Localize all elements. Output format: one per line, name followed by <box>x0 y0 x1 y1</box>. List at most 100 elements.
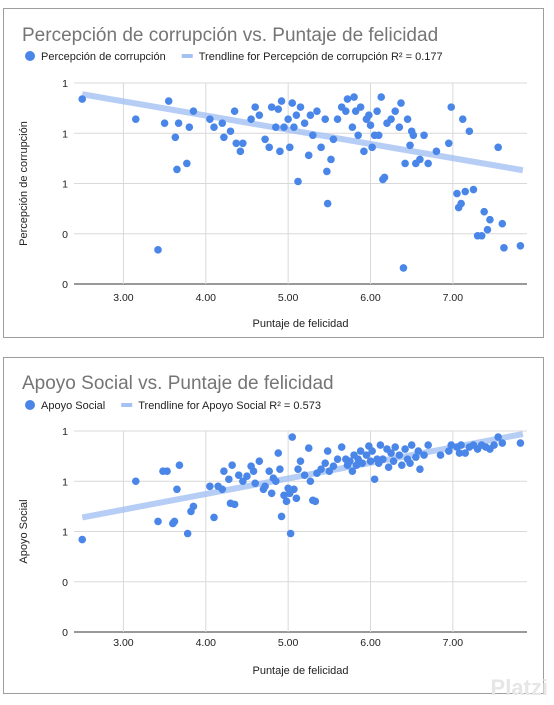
legend-marker-points <box>25 51 35 61</box>
x-tick-label: 4.00 <box>196 292 217 304</box>
data-point <box>183 529 192 538</box>
data-point <box>399 264 408 272</box>
data-point <box>348 467 357 475</box>
data-point <box>391 443 400 451</box>
data-point <box>403 115 412 123</box>
data-point <box>407 441 416 449</box>
data-point <box>290 485 298 494</box>
data-point <box>286 529 295 538</box>
data-point <box>239 139 247 148</box>
data-point <box>274 449 283 457</box>
data-point <box>232 139 241 148</box>
data-point <box>365 111 373 119</box>
x-axis-title: Puntaje de felicidad <box>252 318 348 330</box>
data-point <box>294 177 302 186</box>
data-point <box>296 457 305 465</box>
data-point <box>356 103 365 111</box>
y-tick-label: 1 <box>62 78 68 90</box>
data-point <box>206 482 214 491</box>
data-point <box>374 131 383 140</box>
data-point <box>304 151 313 160</box>
data-point <box>346 457 354 465</box>
data-point <box>350 93 358 101</box>
x-tick-label: 5.00 <box>278 292 299 304</box>
data-point <box>376 441 385 449</box>
data-point <box>290 123 298 132</box>
data-point <box>416 465 424 473</box>
data-point <box>189 502 198 511</box>
data-point <box>384 463 393 471</box>
data-point <box>174 119 183 127</box>
data-point <box>366 121 375 130</box>
y-tick-label: 1 <box>62 128 68 140</box>
data-point <box>447 441 456 449</box>
data-point <box>387 115 395 123</box>
data-point <box>306 111 315 119</box>
data-point <box>230 500 239 509</box>
data-point <box>461 449 470 457</box>
data-point <box>397 99 405 107</box>
data-point <box>337 443 346 451</box>
data-point <box>271 477 280 486</box>
data-point <box>296 103 305 111</box>
data-point <box>436 451 445 459</box>
data-point <box>516 439 525 447</box>
data-point <box>206 115 214 123</box>
data-point <box>358 459 367 467</box>
data-point <box>220 133 228 142</box>
data-point <box>282 497 291 506</box>
data-point <box>329 135 338 144</box>
x-tick-label: 5.00 <box>278 637 299 649</box>
trendline <box>81 91 524 174</box>
data-point <box>432 147 441 156</box>
data-point <box>317 143 325 152</box>
data-point <box>265 143 274 152</box>
data-point <box>218 119 227 127</box>
x-tick-label: 3.00 <box>113 637 134 649</box>
data-point <box>292 111 301 119</box>
data-point <box>300 471 309 480</box>
data-point <box>458 115 467 123</box>
x-tick-label: 6.00 <box>360 292 381 304</box>
legend-marker-points <box>25 400 35 410</box>
y-axis-title: Apoyo Social <box>18 499 30 563</box>
data-point <box>490 441 498 449</box>
data-point <box>395 451 404 459</box>
data-point <box>277 512 286 521</box>
data-point <box>210 513 218 522</box>
chart-panel-social-support: Apoyo Social vs. Puntaje de felicidad Apo… <box>3 357 544 694</box>
data-point <box>255 457 264 465</box>
data-point <box>261 482 269 491</box>
data-point <box>465 127 474 136</box>
data-point <box>234 471 243 480</box>
data-point <box>280 123 288 132</box>
data-point <box>276 465 284 473</box>
data-point <box>366 457 375 465</box>
data-point <box>280 491 288 500</box>
data-point <box>276 147 284 156</box>
data-point <box>406 459 414 467</box>
x-tick-label: 7.00 <box>443 637 464 649</box>
data-point <box>416 155 424 164</box>
data-point <box>185 123 194 132</box>
data-point <box>498 439 507 447</box>
x-axis-title: Puntaje de felicidad <box>252 665 348 677</box>
data-point <box>294 465 302 473</box>
data-point <box>247 115 255 123</box>
data-point <box>333 115 342 123</box>
data-point <box>78 535 87 544</box>
data-point <box>401 445 409 453</box>
data-point <box>356 447 365 455</box>
data-point <box>288 99 297 107</box>
data-point <box>453 189 461 198</box>
data-point <box>267 103 276 111</box>
data-point <box>457 441 465 449</box>
data-point <box>164 97 173 105</box>
data-point <box>389 457 398 465</box>
chart-title: Percepción de corrupción vs. Puntaje de … <box>22 25 438 46</box>
data-point <box>414 447 423 455</box>
legend-label-points: Percepción de corrupción <box>41 51 166 63</box>
data-point <box>368 143 376 152</box>
data-point <box>131 115 140 123</box>
platzi-watermark: Platzi <box>490 675 548 700</box>
